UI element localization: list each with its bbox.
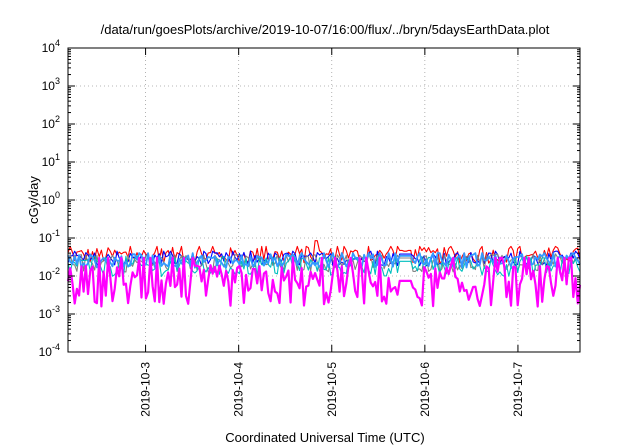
y-axis-label: cGy/day bbox=[26, 176, 41, 224]
y-tick-label: 10-4 bbox=[39, 342, 60, 359]
x-axis: 2019-10-3 2019-10-4 2019-10-5 2019-10-6 2019… bbox=[139, 48, 525, 417]
y-tick-label: 10-2 bbox=[39, 266, 60, 283]
y-tick-label: 103 bbox=[42, 76, 60, 93]
series-line bbox=[67, 253, 581, 273]
series-line bbox=[66, 256, 582, 308]
y-tick-label: 102 bbox=[42, 114, 60, 131]
x-tick-label: 2019-10-7 bbox=[511, 362, 525, 417]
x-tick-label: 2019-10-3 bbox=[139, 362, 153, 417]
y-tick-label: 10-3 bbox=[39, 304, 60, 321]
y-tick-label: 100 bbox=[42, 190, 60, 207]
grid bbox=[68, 48, 580, 352]
x-tick-label: 2019-10-6 bbox=[418, 362, 432, 417]
y-axis: 10-4 10-3 10-2 10-1 100 101 102 103 104 bbox=[39, 38, 580, 359]
y-tick-label: 104 bbox=[42, 38, 60, 55]
y-tick-label: 10-1 bbox=[39, 228, 60, 245]
x-axis-label: Coordinated Universal Time (UTC) bbox=[225, 430, 424, 445]
x-tick-label: 2019-10-4 bbox=[232, 362, 246, 417]
y-tick-label: 101 bbox=[42, 152, 60, 169]
x-tick-label: 2019-10-5 bbox=[325, 362, 339, 417]
series-group bbox=[66, 240, 582, 308]
chart-title: /data/run/goesPlots/archive/2019-10-07/1… bbox=[101, 22, 550, 37]
